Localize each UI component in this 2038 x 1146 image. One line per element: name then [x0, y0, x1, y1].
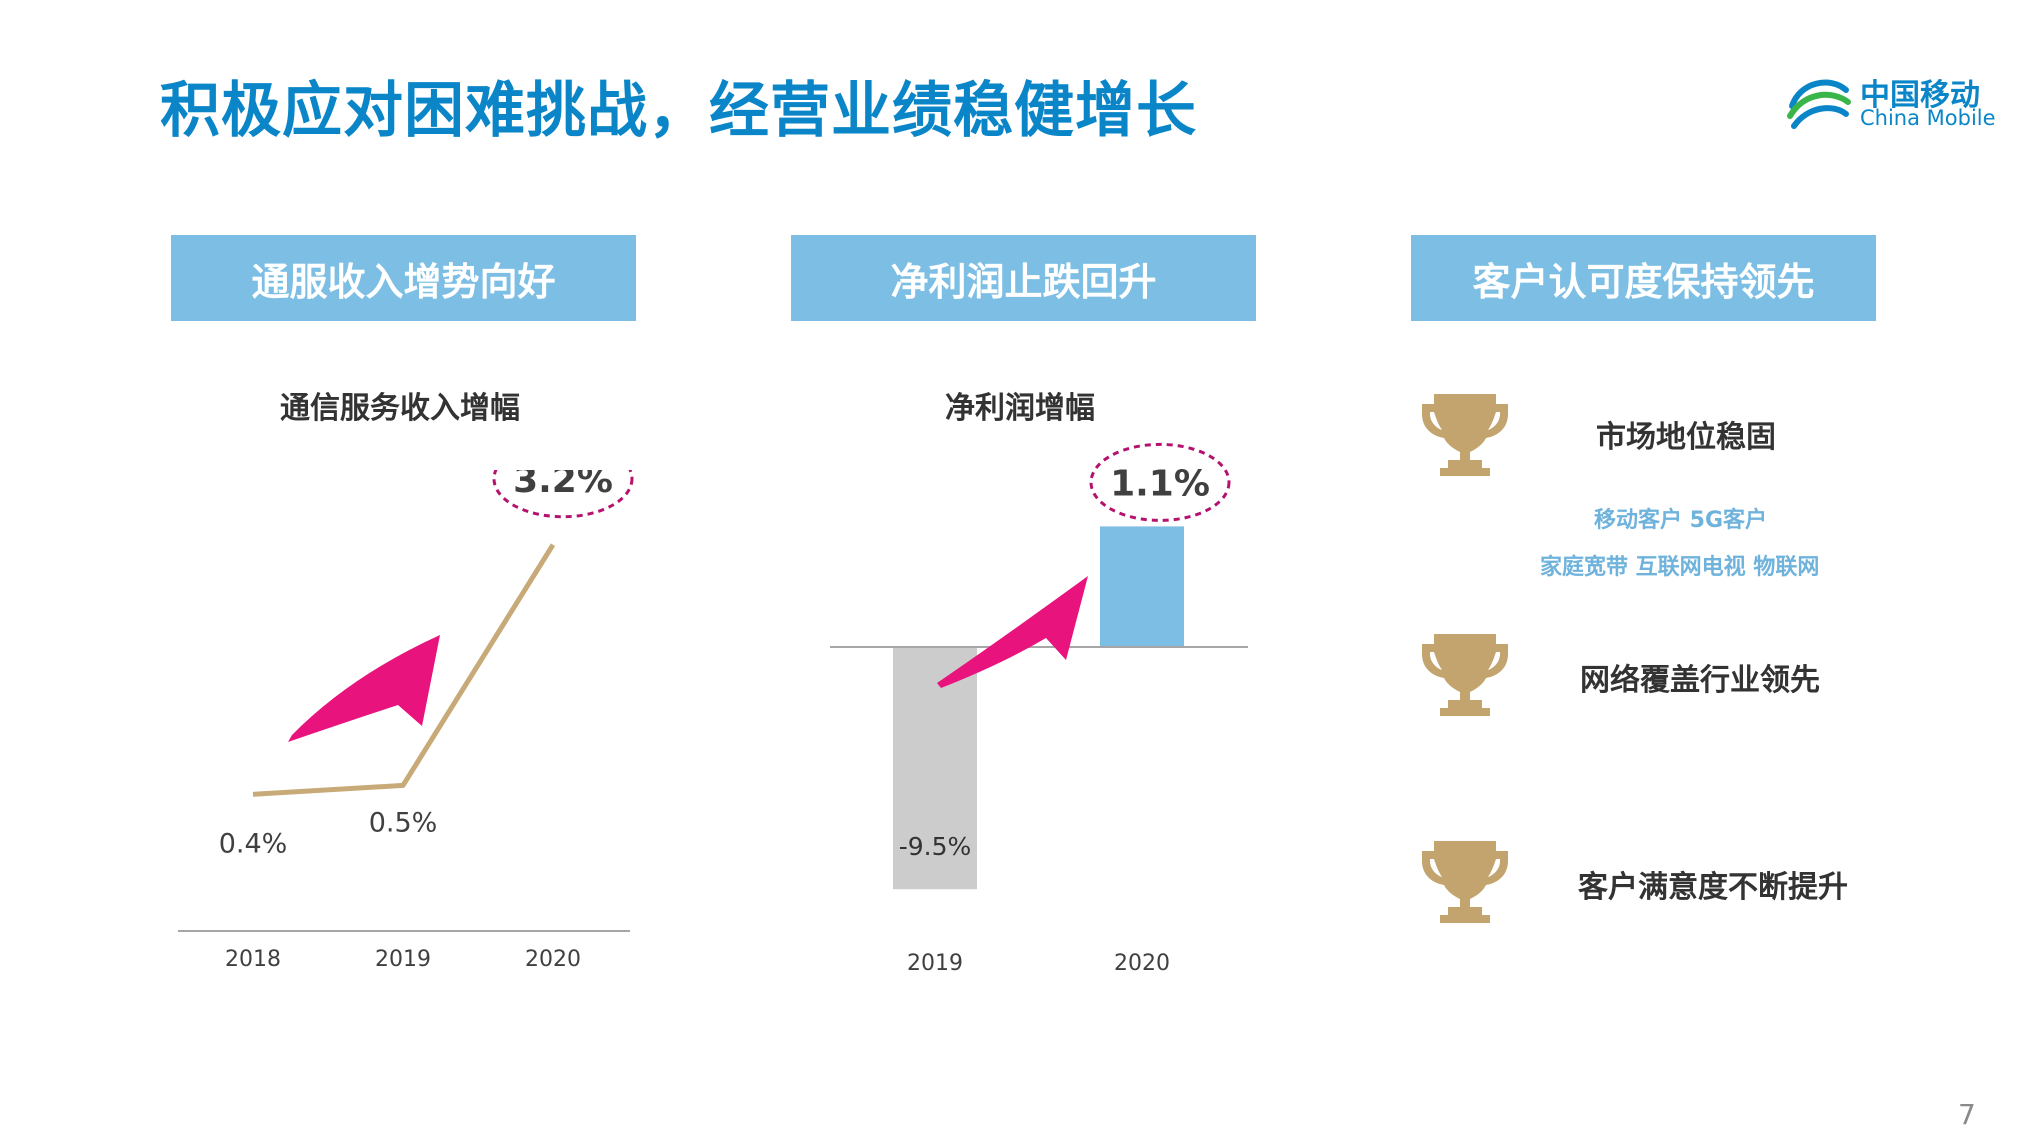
chart-subtitle-profit: 净利润增幅	[945, 391, 1095, 426]
logo-text-cn: 中国移动	[1860, 78, 1980, 113]
bar-negative	[893, 647, 977, 890]
x-tick-label: 2020	[1114, 951, 1170, 976]
chart-subtitle-revenue: 通信服务收入增幅	[280, 391, 520, 426]
growth-arrow-icon	[288, 635, 440, 742]
panel-header-revenue: 通服收入增势向好	[171, 235, 636, 321]
china-mobile-logo-icon	[1787, 79, 1851, 129]
data-label-highlight: 1.1%	[1110, 463, 1210, 504]
logo-text-en: China Mobile	[1860, 106, 1996, 130]
trophy-icon	[1420, 837, 1510, 927]
data-label-highlight: 3.2%	[513, 470, 613, 501]
page-title: 积极应对困难挑战，经营业绩稳健增长	[160, 76, 1197, 146]
line-series	[252, 543, 556, 797]
feature-label-network: 网络覆盖行业领先	[1580, 663, 1820, 698]
feature-label-market: 市场地位稳固	[1596, 420, 1776, 455]
panel-header-customer: 客户认可度保持领先	[1411, 235, 1876, 321]
growth-arrow-icon	[937, 576, 1088, 688]
feature-tags-line1: 移动客户 5G客户	[1594, 508, 1768, 533]
highlight-ellipse	[492, 470, 634, 519]
china-mobile-logo: 中国移动 China Mobile	[1786, 66, 2006, 136]
page-number: 7	[1958, 1098, 1976, 1131]
data-label: -9.5%	[899, 832, 972, 861]
x-tick-label: 2018	[225, 947, 281, 972]
x-tick-label: 2019	[907, 951, 963, 976]
x-tick-label: 2019	[375, 947, 431, 972]
panel-header-profit: 净利润止跌回升	[791, 235, 1256, 321]
trophy-icon	[1420, 390, 1510, 480]
feature-label-satisfaction: 客户满意度不断提升	[1578, 870, 1848, 905]
x-tick-label: 2020	[525, 947, 581, 972]
data-label: 0.4%	[219, 828, 288, 859]
feature-tags-line2: 家庭宽带 互联网电视 物联网	[1540, 555, 1820, 580]
bar-positive	[1100, 526, 1184, 647]
net-profit-growth-bar-chart: 2019 2020 -9.5% 1.1%	[830, 442, 1248, 976]
revenue-growth-line-chart: 2018 2019 2020 0.4% 0.5% 3.2%	[178, 470, 634, 972]
trophy-icon	[1420, 630, 1510, 720]
highlight-ellipse	[1089, 442, 1231, 522]
data-label: 0.5%	[369, 807, 438, 838]
